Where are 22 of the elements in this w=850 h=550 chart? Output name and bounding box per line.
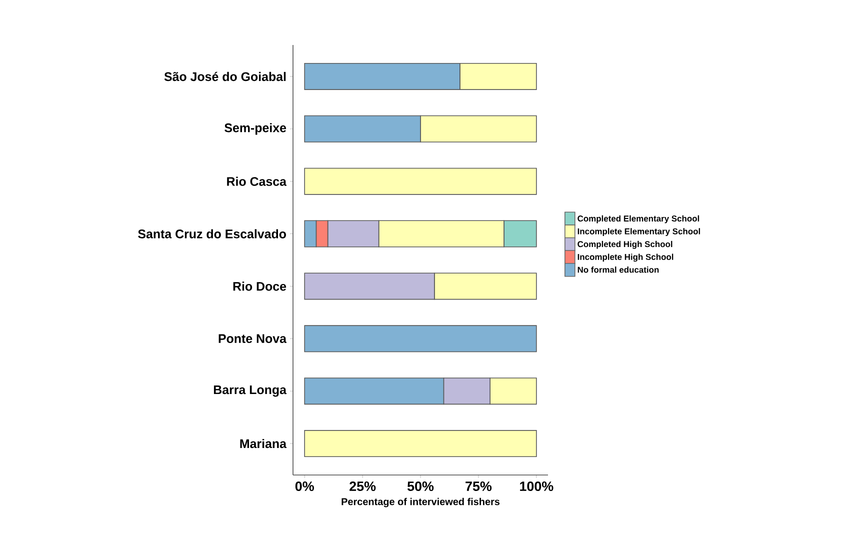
x-tick-label: 75% [466,482,492,491]
y-tick-label: Sem-peixe [224,123,286,135]
bar [304,325,537,352]
x-tick-label: 50% [407,482,434,492]
x-tick-label: 25% [350,482,376,492]
y-tick-label: Ponte Nova [218,334,287,343]
bar [304,430,537,458]
y-tick-label: Barra Longa [214,385,287,397]
legend-label: Incomplete Elementary School [578,228,700,236]
y-tick-label: Mariana [240,438,287,448]
legend-label: No formal education [578,266,659,273]
y-tick-label: São José do Goiabal [164,72,286,82]
x-tick-label: 0% [295,482,314,492]
y-tick-label: Santa Cruz do Escalvado [138,229,286,238]
x-tick-label: 100% [520,482,554,492]
x-axis-title: Percentage of interviewed fishers [342,498,500,508]
legend-label: Completed High School [578,240,672,249]
y-tick-label: Rio Doce [233,282,286,291]
y-tick-label: Rio Casca [227,176,287,186]
legend-label: Incomplete High School [578,254,674,262]
bar [304,168,537,195]
legend-label: Completed Elementary School [578,215,700,224]
